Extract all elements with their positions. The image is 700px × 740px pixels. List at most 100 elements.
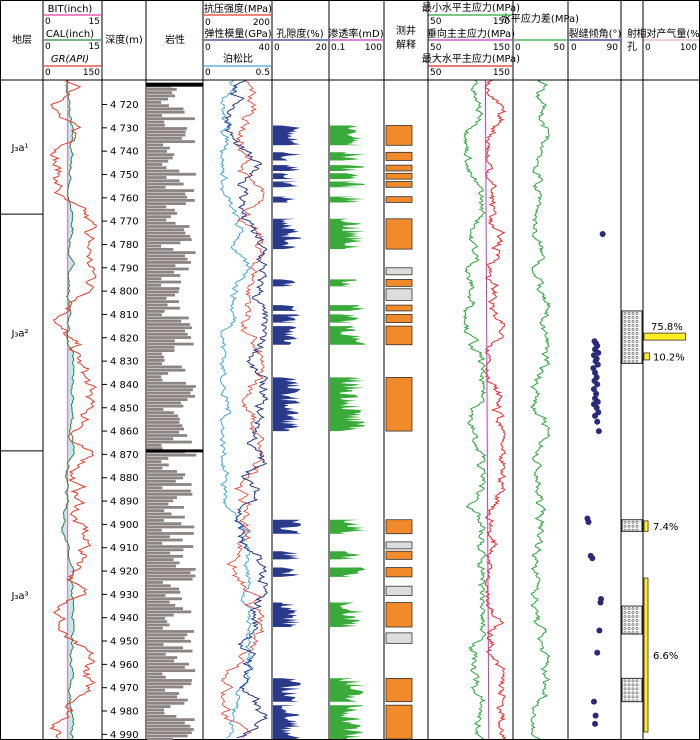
porosity-header: 孔隙度(%) [276, 27, 323, 40]
production-header: 相对产气量(%) [636, 27, 700, 40]
lithology-bar [147, 541, 163, 545]
poisson-max: 0.5 [256, 68, 270, 78]
formation-label: J₃a³ [10, 591, 28, 602]
interpretation-zone [385, 279, 413, 287]
lithology-bar [147, 587, 180, 591]
permeability-fill [330, 519, 365, 534]
lithology-bar [147, 316, 189, 320]
lithology-bar [147, 532, 194, 535]
lithology-bar [147, 414, 179, 418]
lithology-bar [147, 149, 167, 153]
fracture-dip-point [593, 404, 600, 411]
lithology-bar [147, 417, 180, 421]
lithology-bar [147, 492, 193, 496]
lithology-bar [147, 421, 180, 424]
lithology-bar [147, 476, 184, 480]
lithology-bar [147, 626, 163, 630]
cal-curve [61, 79, 75, 740]
lithology-bar [147, 659, 175, 663]
gr-min: 0 [45, 68, 51, 78]
porosity-fill [273, 602, 301, 627]
interpretation-zone [385, 677, 413, 703]
lithology-bar [147, 208, 175, 212]
lithology-bar [147, 378, 163, 382]
lithology-bar [147, 430, 180, 434]
lithology-bar [147, 107, 184, 111]
production-bar [643, 332, 687, 341]
depth-tick-label: 4 740 [110, 147, 139, 158]
porosity-min: 0 [274, 43, 280, 53]
depth-tick-label: 4 980 [110, 707, 139, 718]
permeability-fill [330, 196, 366, 203]
lithology-bar [147, 483, 192, 486]
lithology-bar [147, 274, 181, 277]
lithology-bar [147, 519, 164, 522]
lithology-bar [147, 470, 178, 473]
lithology-bar [147, 636, 185, 640]
production-bar [643, 520, 649, 532]
porosity-fill [273, 678, 302, 702]
lithology-bar [147, 349, 175, 352]
lithology-bar [147, 411, 174, 415]
lithology-bar [147, 247, 174, 251]
interpretation-zone [385, 151, 413, 161]
gr-header: GR(API) [51, 54, 89, 65]
lithology-bar [147, 110, 185, 114]
lithology-bar [147, 104, 169, 108]
depth-tick-label: 4 780 [110, 240, 139, 251]
lithology-bar [147, 434, 188, 437]
gr-max: 150 [83, 68, 100, 78]
fracture-dip-point [594, 361, 601, 368]
lithology-bar [147, 355, 164, 359]
lithology-bar [147, 100, 162, 104]
lithology-bar [147, 94, 176, 98]
fracture-dip-point [592, 369, 599, 376]
lithology-bar [147, 238, 192, 241]
depth-tick-label: 4 850 [110, 403, 139, 414]
modulus-max: 40 [259, 43, 271, 53]
stress-diff-max: 50 [554, 43, 566, 53]
permeability-fill [330, 326, 365, 345]
lithology-bar [147, 597, 182, 601]
interpretation-zone [385, 632, 413, 644]
bit-max: 15 [89, 17, 100, 27]
stress-max-header: 最大水平主应力(MPa) [422, 52, 520, 65]
lithology-bar [147, 136, 182, 140]
depth-tick-label: 4 790 [110, 263, 139, 274]
depth-tick-label: 4 930 [110, 590, 139, 601]
lithology-bar [147, 639, 192, 643]
lithology-bar [147, 198, 195, 202]
depth-tick-label: 4 950 [110, 637, 139, 648]
interpretation-zone [385, 314, 413, 324]
lithology-bar [147, 499, 174, 503]
lithology-bar [147, 375, 162, 379]
lithology-bar [147, 509, 165, 513]
porosity-fill [273, 125, 301, 146]
perforation-interval [621, 677, 643, 703]
lithology-bar [147, 610, 192, 614]
lithology-bar [147, 91, 173, 94]
porosity-fill [273, 551, 301, 560]
lithology-bar [147, 326, 192, 330]
depth-tick-label: 4 960 [110, 660, 139, 671]
poisson-min: 0 [205, 68, 211, 78]
lithology-bar [147, 332, 188, 336]
lithology-bar [147, 505, 184, 509]
lithology-marker [146, 449, 203, 453]
lithology-bar [147, 473, 186, 477]
stress-min-min: 50 [430, 17, 442, 27]
depth-tick-label: 4 770 [110, 217, 139, 228]
depth-tick-label: 4 760 [110, 193, 139, 204]
lithology-bar [147, 561, 180, 565]
lithology-bar [147, 127, 188, 130]
lithology-bar [147, 515, 185, 519]
cal-min: 0 [45, 42, 51, 52]
lithology-bar [147, 163, 163, 166]
depth-tick-label: 4 910 [110, 543, 139, 554]
lithology-bar [147, 479, 176, 483]
lithology-bar [147, 185, 166, 189]
lithology-bar [147, 630, 195, 633]
cal-max: 15 [89, 42, 100, 52]
permeability-fill [330, 305, 366, 311]
lithology-bar [147, 117, 195, 121]
